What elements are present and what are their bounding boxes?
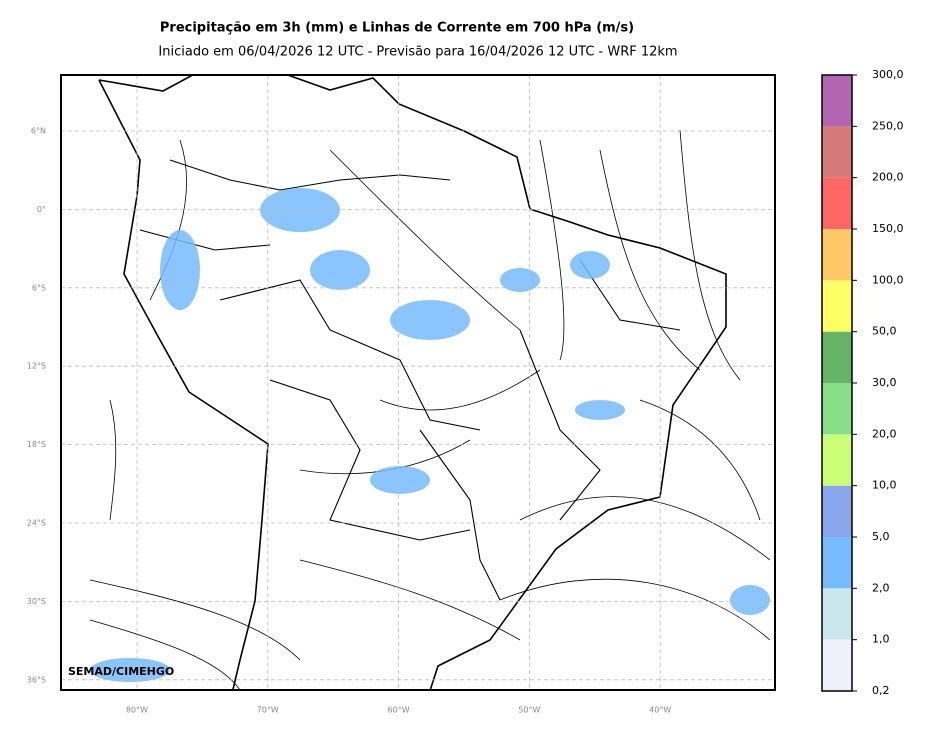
colorbar-bin	[822, 588, 852, 640]
colorbar-label: 2,0	[872, 581, 890, 594]
colorbar-bin	[822, 434, 852, 486]
colorbar-label: 250,0	[872, 119, 904, 132]
map-frame	[60, 74, 776, 691]
lat-label: 12°S	[27, 362, 46, 371]
colorbar-bin	[822, 75, 852, 127]
lat-label: 6°N	[31, 127, 46, 136]
colorbar-bin	[822, 177, 852, 229]
colorbar-label: 0,2	[872, 684, 890, 697]
lon-label: 70°W	[257, 706, 279, 715]
colorbar-label: 5,0	[872, 530, 890, 543]
title: Precipitação em 3h (mm) e Linhas de Corr…	[160, 21, 634, 36]
colorbar-label: 50,0	[872, 325, 897, 338]
colorbar-bin	[822, 280, 852, 332]
colorbar-bin	[822, 383, 852, 435]
lat-label: 24°S	[27, 519, 46, 528]
colorbar-label: 10,0	[872, 479, 897, 492]
streamlines	[89, 129, 771, 690]
colorbar-bin	[822, 126, 852, 178]
colorbar-bin	[822, 485, 852, 537]
lat-label: 0°	[37, 205, 46, 214]
colorbar-bin	[822, 537, 852, 589]
colorbar-bin	[822, 639, 852, 691]
lon-label: 40°W	[649, 706, 671, 715]
grid: 6°N 0° 6°S 12°S 18°S 24°S 30°S 36°S 80°W 70°W 60°W…	[27, 75, 775, 715]
colorbar-label: 150,0	[872, 222, 904, 235]
colorbar-label: 300,0	[872, 68, 904, 81]
lon-label: 80°W	[126, 706, 148, 715]
map	[61, 75, 775, 690]
colorbar-label: 20,0	[872, 427, 897, 440]
lat-label: 30°S	[27, 597, 46, 606]
colorbar-bin	[822, 331, 852, 383]
colorbar-label: 30,0	[872, 376, 897, 389]
colorbar-label: 100,0	[872, 273, 904, 286]
lat-label: 36°S	[27, 675, 46, 684]
coastline	[98, 75, 727, 690]
subtitle: Iniciado em 06/04/2026 12 UTC - Previsão…	[158, 45, 677, 60]
colorbar: 0,2 1,0 2,0 5,0 10,0 20,0 30,0 50,0 100,0 150,0 20…	[821, 68, 904, 697]
credit: SEMAD/CIMEHGO	[68, 665, 174, 678]
lon-label: 60°W	[388, 706, 410, 715]
colorbar-label: 200,0	[872, 171, 904, 184]
colorbar-label: 1,0	[872, 633, 890, 646]
lat-label: 6°S	[32, 283, 46, 292]
precipitation	[90, 188, 770, 682]
lon-label: 50°W	[518, 706, 540, 715]
colorbar-bin	[822, 229, 852, 281]
lat-label: 18°S	[27, 440, 46, 449]
borders	[139, 159, 681, 601]
